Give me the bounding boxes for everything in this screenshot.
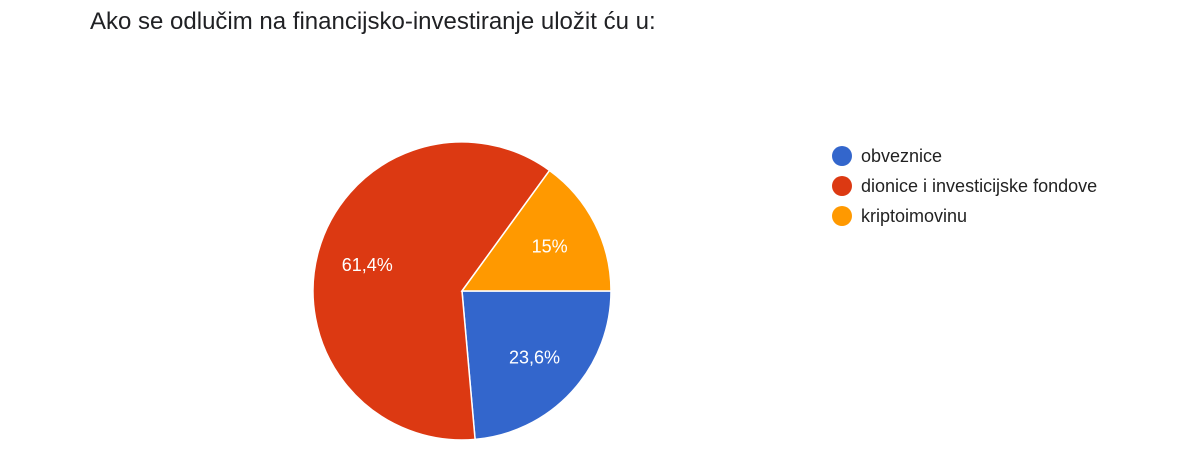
pie-slice-dionice[interactable]: [312, 141, 551, 441]
legend-label-kriptoimovinu: kriptoimovinu: [861, 205, 968, 226]
legend-item-kriptoimovinu[interactable]: kriptoimovinu: [832, 201, 1097, 231]
legend-swatch-obveznice: [832, 146, 852, 166]
legend: obveznice dionice i investicijske fondov…: [832, 141, 1097, 231]
legend-label-obveznice: obveznice: [861, 145, 943, 166]
pie-slice-obveznice[interactable]: [461, 290, 612, 441]
legend-swatch-kriptoimovinu: [832, 206, 852, 226]
pie-label-dionice: 61,4%: [342, 255, 393, 275]
legend-swatch-dionice: [832, 176, 852, 196]
pie-label-obveznice: 23,6%: [509, 347, 560, 367]
chart-title: Ako se odlučim na financijsko-investiran…: [90, 8, 656, 35]
legend-item-dionice[interactable]: dionice i investicijske fondove: [832, 171, 1097, 201]
legend-item-obveznice[interactable]: obveznice: [832, 141, 1097, 171]
legend-label-dionice: dionice i investicijske fondove: [861, 175, 1098, 196]
pie-slice-kriptoimovinu[interactable]: [460, 169, 612, 292]
pie-label-kriptoimovinu: 15%: [532, 236, 568, 256]
